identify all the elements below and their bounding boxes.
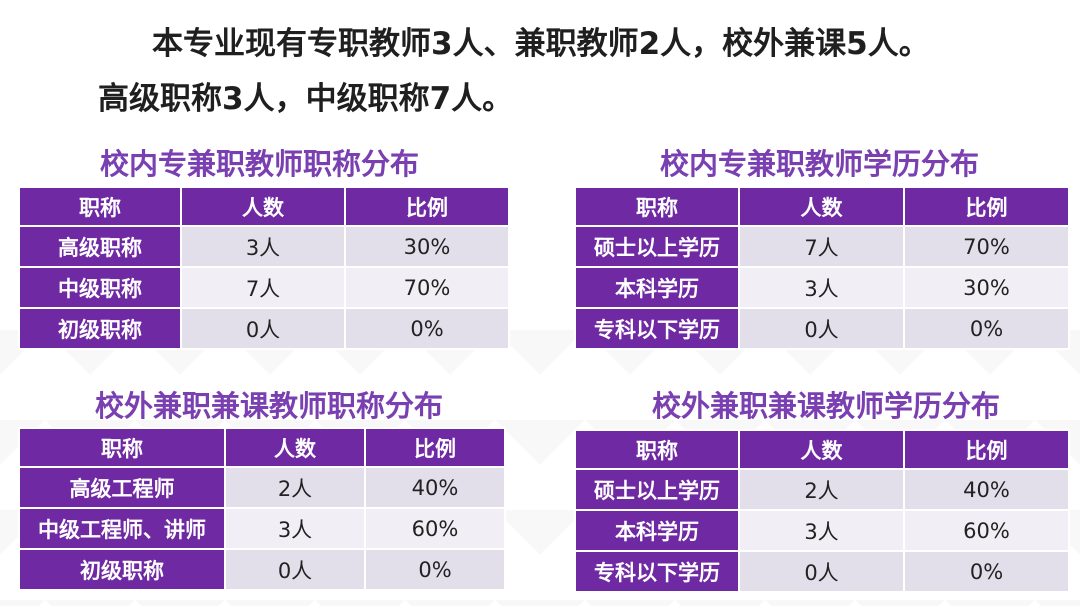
header-ratio: 比例 bbox=[903, 429, 1070, 470]
row-ratio: 30% bbox=[344, 225, 510, 268]
table-row: 中级职称 7人 70% bbox=[18, 266, 510, 309]
row-label: 本科学历 bbox=[574, 266, 740, 309]
row-ratio: 60% bbox=[903, 509, 1070, 552]
row-ratio: 0% bbox=[903, 550, 1070, 593]
table-row: 硕士以上学历 2人 40% bbox=[574, 468, 1070, 511]
row-ratio: 40% bbox=[364, 466, 506, 509]
table-row: 本科学历 3人 60% bbox=[574, 509, 1070, 552]
header-title: 职称 bbox=[18, 186, 182, 227]
table-external-titles: 职称 人数 比例 高级工程师 2人 40% 中级工程师、讲师 3人 60% 初级… bbox=[18, 427, 506, 591]
row-label: 硕士以上学历 bbox=[574, 468, 740, 511]
row-count: 3人 bbox=[224, 507, 366, 550]
row-label: 中级工程师、讲师 bbox=[18, 507, 226, 550]
table-internal-education: 职称 人数 比例 硕士以上学历 7人 70% 本科学历 3人 30% 专科以下学… bbox=[574, 186, 1070, 350]
row-label: 专科以下学历 bbox=[574, 550, 740, 593]
row-ratio: 60% bbox=[364, 507, 506, 550]
table-row: 专科以下学历 0人 0% bbox=[574, 550, 1070, 593]
table-row: 初级职称 0人 0% bbox=[18, 307, 510, 350]
header-count: 人数 bbox=[224, 427, 366, 468]
table-row: 高级工程师 2人 40% bbox=[18, 466, 506, 509]
header-ratio: 比例 bbox=[903, 186, 1070, 227]
row-label: 初级职称 bbox=[18, 548, 226, 591]
header-count: 人数 bbox=[738, 429, 905, 470]
table-row: 中级工程师、讲师 3人 60% bbox=[18, 507, 506, 550]
header-ratio: 比例 bbox=[364, 427, 506, 468]
row-ratio: 40% bbox=[903, 468, 1070, 511]
table-title-internal-education: 校内专兼职教师学历分布 bbox=[660, 147, 980, 181]
row-count: 0人 bbox=[738, 307, 905, 350]
row-count: 7人 bbox=[180, 266, 346, 309]
row-count: 0人 bbox=[738, 550, 905, 593]
header-title: 职称 bbox=[18, 427, 226, 468]
table-header-row: 职称 人数 比例 bbox=[18, 427, 506, 468]
row-label: 初级职称 bbox=[18, 307, 182, 350]
row-ratio: 30% bbox=[903, 266, 1070, 309]
row-ratio: 0% bbox=[903, 307, 1070, 350]
row-count: 2人 bbox=[738, 468, 905, 511]
row-count: 0人 bbox=[224, 548, 366, 591]
table-row: 高级职称 3人 30% bbox=[18, 225, 510, 268]
intro-line-1: 本专业现有专职教师3人、兼职教师2人，校外兼课5人。 bbox=[152, 26, 930, 62]
row-label: 中级职称 bbox=[18, 266, 182, 309]
row-count: 7人 bbox=[738, 225, 905, 268]
table-title-external-education: 校外兼职兼课教师学历分布 bbox=[652, 389, 1001, 423]
row-count: 0人 bbox=[180, 307, 346, 350]
row-label: 硕士以上学历 bbox=[574, 225, 740, 268]
row-ratio: 70% bbox=[903, 225, 1070, 268]
row-count: 2人 bbox=[224, 466, 366, 509]
intro-line-2: 高级职称3人，中级职称7人。 bbox=[98, 81, 514, 117]
table-title-internal-titles: 校内专兼职教师职称分布 bbox=[100, 147, 420, 181]
row-count: 3人 bbox=[738, 509, 905, 552]
table-header-row: 职称 人数 比例 bbox=[18, 186, 510, 227]
header-count: 人数 bbox=[180, 186, 346, 227]
table-header-row: 职称 人数 比例 bbox=[574, 429, 1070, 470]
row-label: 本科学历 bbox=[574, 509, 740, 552]
header-count: 人数 bbox=[738, 186, 905, 227]
row-label: 高级职称 bbox=[18, 225, 182, 268]
row-ratio: 0% bbox=[364, 548, 506, 591]
header-ratio: 比例 bbox=[344, 186, 510, 227]
row-ratio: 70% bbox=[344, 266, 510, 309]
table-row: 初级职称 0人 0% bbox=[18, 548, 506, 591]
table-internal-titles: 职称 人数 比例 高级职称 3人 30% 中级职称 7人 70% 初级职称 0人… bbox=[18, 186, 510, 350]
row-count: 3人 bbox=[738, 266, 905, 309]
table-external-education: 职称 人数 比例 硕士以上学历 2人 40% 本科学历 3人 60% 专科以下学… bbox=[574, 429, 1070, 593]
header-title: 职称 bbox=[574, 186, 740, 227]
header-title: 职称 bbox=[574, 429, 740, 470]
row-count: 3人 bbox=[180, 225, 346, 268]
row-ratio: 0% bbox=[344, 307, 510, 350]
table-title-external-titles: 校外兼职兼课教师职称分布 bbox=[95, 389, 444, 423]
row-label: 专科以下学历 bbox=[574, 307, 740, 350]
table-row: 专科以下学历 0人 0% bbox=[574, 307, 1070, 350]
table-row: 硕士以上学历 7人 70% bbox=[574, 225, 1070, 268]
table-row: 本科学历 3人 30% bbox=[574, 266, 1070, 309]
row-label: 高级工程师 bbox=[18, 466, 226, 509]
table-header-row: 职称 人数 比例 bbox=[574, 186, 1070, 227]
